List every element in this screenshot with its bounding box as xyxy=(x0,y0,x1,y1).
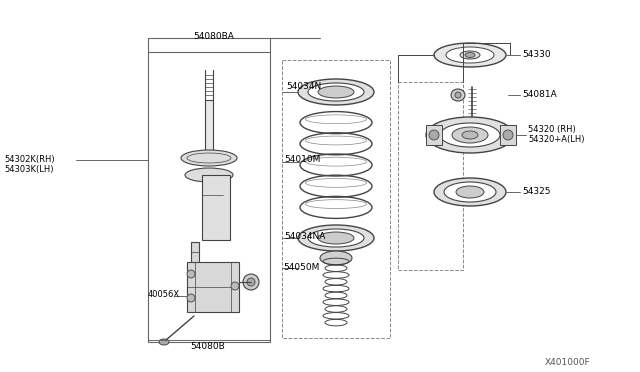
Ellipse shape xyxy=(187,294,195,302)
Text: 54080B: 54080B xyxy=(190,342,225,351)
Ellipse shape xyxy=(462,131,478,139)
Ellipse shape xyxy=(456,186,484,198)
Ellipse shape xyxy=(298,79,374,105)
Ellipse shape xyxy=(465,52,475,58)
Ellipse shape xyxy=(460,51,480,59)
Ellipse shape xyxy=(455,92,461,98)
Ellipse shape xyxy=(247,278,255,286)
Ellipse shape xyxy=(159,339,169,345)
Ellipse shape xyxy=(503,130,513,140)
Ellipse shape xyxy=(434,43,506,67)
Ellipse shape xyxy=(308,229,364,247)
Bar xyxy=(187,262,239,312)
Ellipse shape xyxy=(231,282,239,290)
Ellipse shape xyxy=(181,150,237,166)
Text: 54034NA: 54034NA xyxy=(284,232,325,241)
Ellipse shape xyxy=(187,270,195,278)
Bar xyxy=(500,125,516,145)
Bar xyxy=(398,82,463,270)
Text: 54325: 54325 xyxy=(522,187,550,196)
Ellipse shape xyxy=(308,83,364,101)
Ellipse shape xyxy=(440,123,500,147)
Bar xyxy=(282,60,390,338)
Bar xyxy=(202,175,230,240)
Text: 54320 (RH)
54320+A(LH): 54320 (RH) 54320+A(LH) xyxy=(528,125,584,144)
Text: 54330: 54330 xyxy=(522,50,550,59)
Ellipse shape xyxy=(298,225,374,251)
Ellipse shape xyxy=(434,178,506,206)
Ellipse shape xyxy=(243,274,259,290)
Ellipse shape xyxy=(320,251,352,265)
Bar xyxy=(205,100,213,158)
Ellipse shape xyxy=(318,86,354,98)
Text: 54050M: 54050M xyxy=(283,263,319,272)
Bar xyxy=(191,242,199,270)
Ellipse shape xyxy=(451,89,465,101)
Text: 54010M: 54010M xyxy=(284,155,321,164)
Text: 54081A: 54081A xyxy=(522,90,557,99)
Ellipse shape xyxy=(185,168,233,182)
Bar xyxy=(148,52,270,342)
Ellipse shape xyxy=(426,117,514,153)
Ellipse shape xyxy=(318,232,354,244)
Text: 54034N: 54034N xyxy=(286,82,321,91)
Text: 40056X: 40056X xyxy=(148,290,180,299)
Bar xyxy=(426,125,442,145)
Ellipse shape xyxy=(429,130,439,140)
Ellipse shape xyxy=(452,127,488,143)
Text: 54302K(RH)
54303K(LH): 54302K(RH) 54303K(LH) xyxy=(4,155,54,174)
Text: X401000F: X401000F xyxy=(545,358,590,367)
Ellipse shape xyxy=(446,47,494,63)
Ellipse shape xyxy=(444,182,496,202)
Text: 54080BA: 54080BA xyxy=(193,32,234,41)
